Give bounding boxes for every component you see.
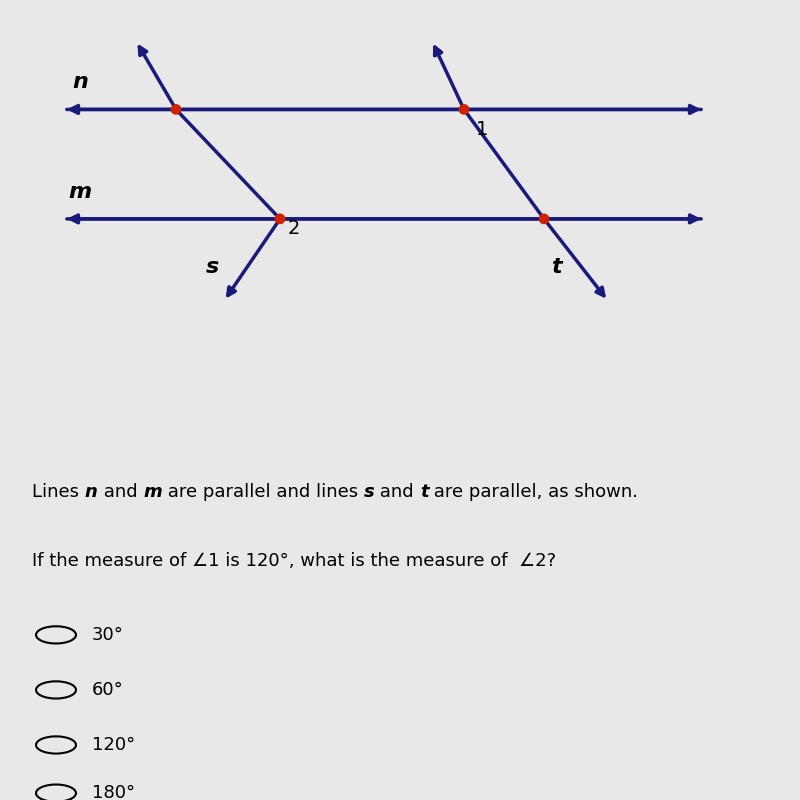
Point (538, 213, 550, 226)
Text: and: and (98, 483, 143, 502)
Text: m: m (143, 483, 162, 502)
Text: s: s (206, 257, 218, 277)
Point (458, 103, 470, 116)
Point (170, 103, 182, 116)
Text: 120°: 120° (92, 736, 135, 754)
Text: 30°: 30° (92, 626, 124, 644)
Text: t: t (420, 483, 428, 502)
Text: 180°: 180° (92, 784, 135, 800)
Text: 2: 2 (288, 218, 300, 238)
Text: t: t (550, 257, 562, 277)
Text: are parallel, as shown.: are parallel, as shown. (428, 483, 638, 502)
Text: n: n (72, 72, 88, 92)
Text: If the measure of ∠1 is 120°, what is the measure of  ∠2?: If the measure of ∠1 is 120°, what is th… (32, 552, 556, 570)
Text: n: n (85, 483, 98, 502)
Text: and: and (374, 483, 420, 502)
Point (274, 213, 286, 226)
Text: 60°: 60° (92, 681, 124, 699)
Text: Lines: Lines (32, 483, 85, 502)
Text: 1: 1 (476, 121, 488, 139)
Text: are parallel and lines: are parallel and lines (162, 483, 364, 502)
Text: s: s (364, 483, 374, 502)
Text: m: m (69, 182, 91, 202)
